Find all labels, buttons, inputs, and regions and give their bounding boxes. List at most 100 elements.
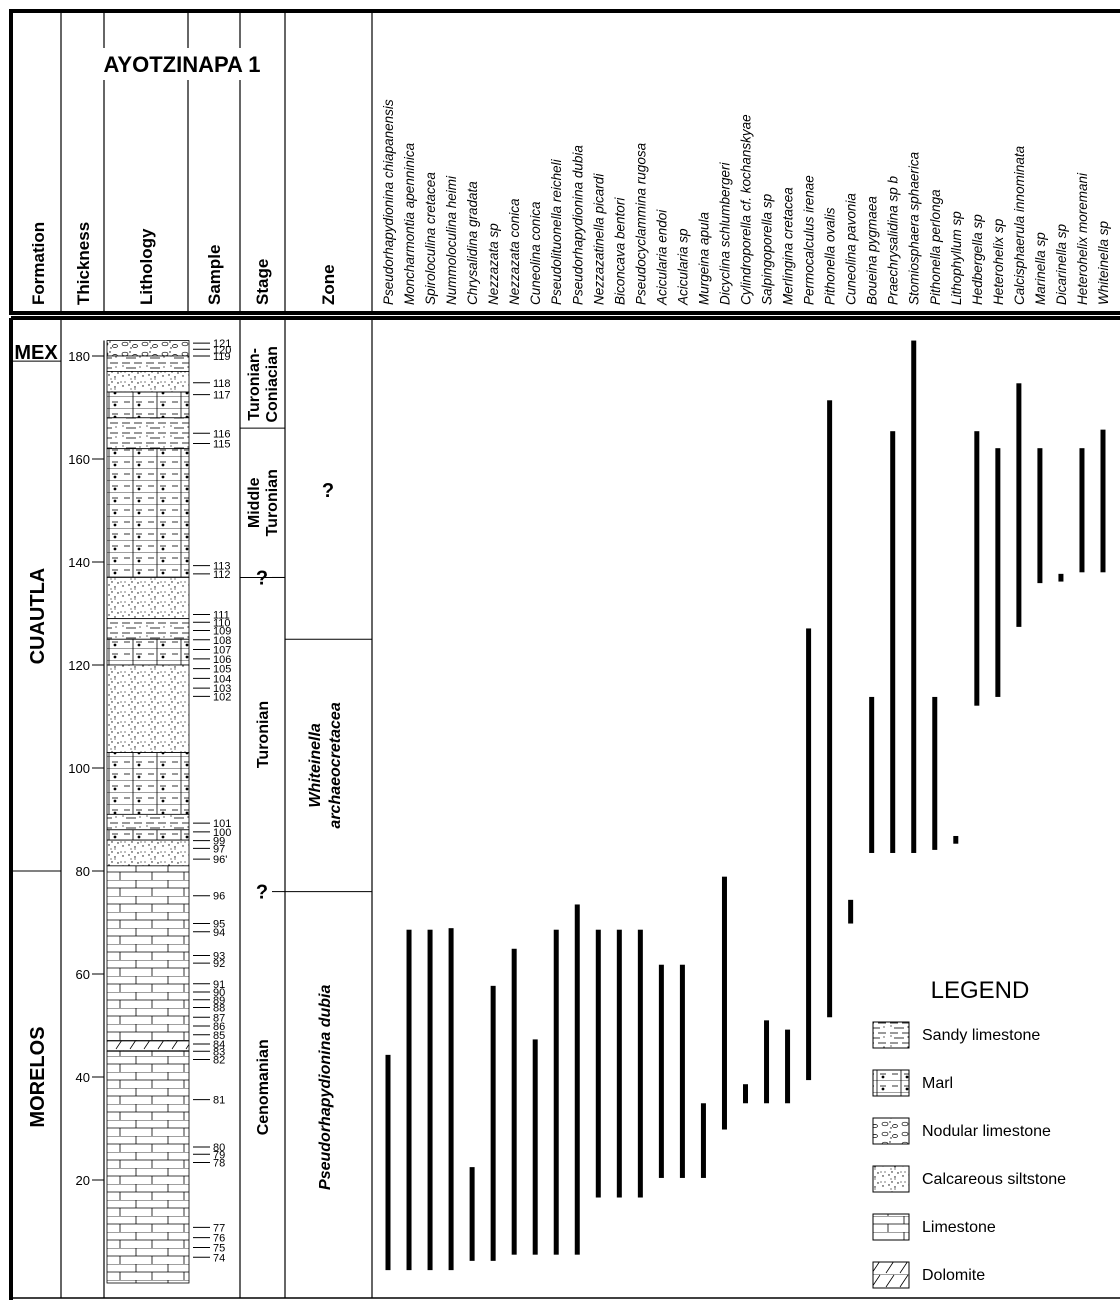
range-bar	[721, 876, 727, 1130]
sample-label: 102	[213, 691, 231, 703]
sample-label: 89	[213, 995, 225, 1007]
sample-label: 111	[213, 610, 230, 622]
legend-item-label: Marl	[922, 1075, 953, 1092]
lithology-bed	[106, 618, 190, 640]
lithology-bed	[106, 577, 190, 620]
species-label: Dicyclina schlumbergeri	[717, 161, 732, 305]
species-label: Nezzazata sp	[486, 223, 501, 305]
thickness-axis: 20 40 60 80 100 120 140 160 180	[68, 340, 105, 1298]
species-label: Pithonella ovalis	[823, 207, 838, 305]
lithology-bed	[106, 752, 190, 815]
lithology-column	[106, 340, 190, 1284]
sample-label: 96'	[213, 854, 227, 866]
sample-label: 77	[213, 1222, 225, 1234]
sample-label: 100	[213, 827, 231, 839]
stage-label: Middle	[246, 477, 263, 528]
sample-label: 91	[213, 979, 225, 991]
range-bar	[448, 928, 454, 1271]
lithology-bed	[106, 813, 190, 831]
sample-label: 116	[213, 428, 231, 440]
range-bar	[1058, 573, 1064, 582]
sample-label: 107	[213, 645, 231, 657]
legend-item-label: Calcareous siltstone	[922, 1171, 1066, 1188]
species-label: Pseudorhapydionina dubia	[570, 145, 585, 305]
species-label: Lithophyllum sp	[949, 211, 964, 305]
sample-label: 78	[213, 1157, 225, 1169]
range-bar	[932, 696, 938, 850]
lithology-bed	[106, 371, 190, 393]
formation-label: MEX	[14, 342, 58, 364]
lithology-bed	[106, 417, 190, 450]
lithology-bed	[106, 865, 190, 1042]
sample-label: 74	[213, 1252, 225, 1264]
thickness-tick-label: 160	[68, 452, 90, 467]
lithology-bed	[106, 391, 190, 419]
column-header-lithology: Lithology	[137, 228, 156, 305]
lithology-bed	[106, 638, 190, 666]
legend-swatch	[872, 1165, 910, 1193]
lithology-bed	[106, 355, 190, 372]
species-label: Pseudolituonella reicheli	[549, 158, 564, 305]
sample-label: 80	[213, 1142, 225, 1154]
sample-label: 85	[213, 1030, 225, 1042]
legend-item-label: Sandy limestone	[922, 1027, 1040, 1044]
sample-label: 83	[213, 1046, 225, 1058]
sample-label: 81	[213, 1095, 225, 1107]
range-bar	[616, 929, 622, 1198]
sample-label: 90	[213, 987, 225, 999]
range-bar	[1100, 429, 1106, 573]
thickness-tick-label: 60	[76, 967, 90, 982]
legend-swatch	[872, 1213, 910, 1241]
species-label: Permocalculus irenae	[802, 175, 817, 305]
lithology-bed	[106, 1050, 190, 1284]
species-label: Marinella sp	[1033, 232, 1048, 305]
sample-label: 88	[213, 1002, 225, 1014]
species-label: Pseudorhapydionina chiapanensis	[381, 99, 396, 305]
sample-column: 1211201191181171161151131121111101091081…	[193, 338, 231, 1264]
sample-label: 119	[213, 351, 231, 363]
sample-label: 79	[213, 1149, 225, 1161]
stage-label: Turonian	[255, 701, 272, 768]
range-bar	[490, 985, 496, 1261]
species-label: Murgeina apula	[696, 211, 711, 305]
lithology-bed	[106, 340, 190, 357]
formation-label: MORELOS	[27, 1026, 49, 1127]
species-label: Dicarinella sp	[1054, 223, 1069, 305]
range-bar	[827, 400, 833, 1018]
sample-label: 76	[213, 1233, 225, 1245]
species-label: Cuneolina pavonia	[844, 193, 859, 305]
stage-uncertain-mark: ?	[256, 567, 268, 589]
range-bar	[743, 1084, 748, 1104]
thickness-tick-label: 100	[68, 761, 90, 776]
lithology-bed	[106, 1040, 190, 1052]
species-label: Hedbergella sp	[970, 214, 985, 305]
species-label: Boueina pygmaea	[865, 196, 880, 305]
sample-label: 120	[213, 344, 231, 356]
sample-label: 104	[213, 673, 231, 685]
sample-label: 82	[213, 1054, 225, 1066]
species-label: Acicularia sp	[675, 228, 690, 306]
species-header-labels: Pseudorhapydionina chiapanensis Moncharmo…	[381, 99, 1111, 306]
range-bar	[385, 1054, 391, 1271]
range-bar	[869, 696, 875, 853]
chart-title: AYOTZINAPA 1	[104, 52, 261, 77]
species-label: Stomiosphaera sphaerica	[907, 151, 922, 305]
sample-label: 93	[213, 950, 225, 962]
thickness-tick-label: 20	[76, 1173, 90, 1188]
formation-label: CUAUTLA	[27, 568, 49, 665]
range-bar	[469, 1167, 475, 1261]
species-label: Pithonella perlonga	[928, 189, 943, 305]
range-bar	[785, 1029, 791, 1104]
range-bar	[679, 964, 685, 1178]
sample-label: 87	[213, 1012, 225, 1024]
legend-swatch	[872, 1021, 910, 1049]
range-bars	[385, 340, 1106, 1271]
column-header-stage: Stage	[253, 259, 272, 305]
sample-label: 97	[213, 843, 225, 855]
range-bar	[974, 431, 980, 706]
stage-label: Cenomanian	[255, 1039, 272, 1135]
species-label: Biconcava bentori	[612, 197, 627, 305]
column-header-sample: Sample	[205, 245, 224, 305]
sample-label: 92	[213, 958, 225, 970]
